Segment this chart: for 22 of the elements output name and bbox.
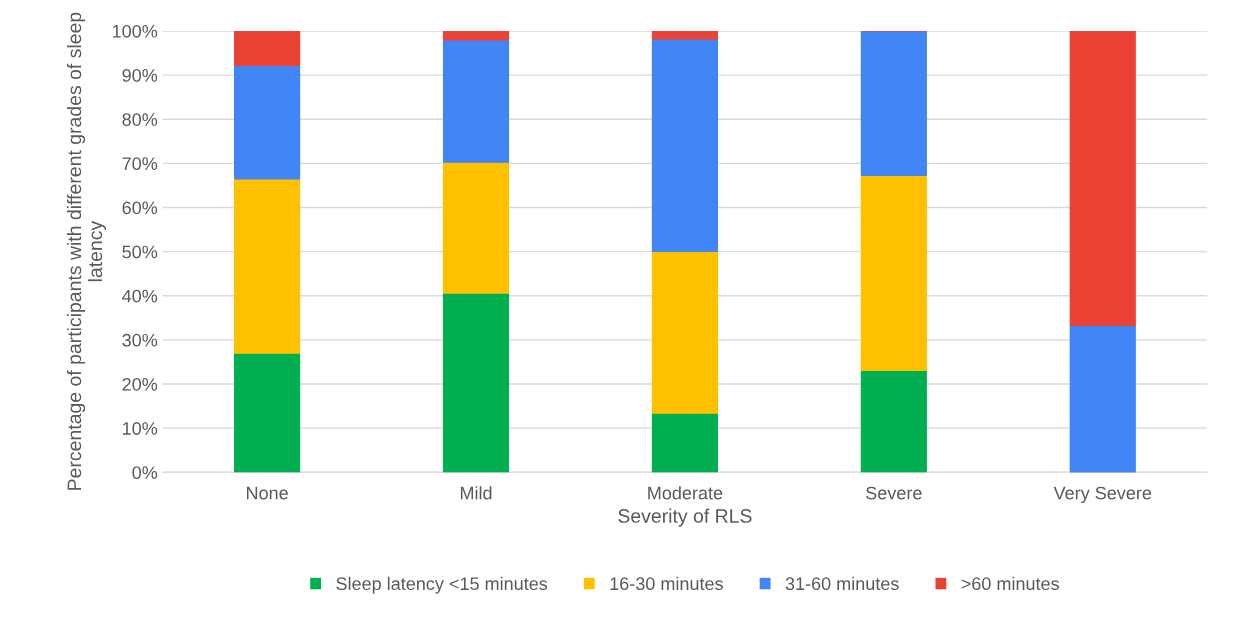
- x-tick-label: Severe: [866, 486, 922, 500]
- x-tick-label: Mild: [460, 486, 492, 500]
- y-tick-label: 90%: [122, 69, 158, 82]
- y-tick-label: 70%: [122, 157, 158, 171]
- y-tick-label: 100%: [112, 24, 158, 38]
- x-tick-label: Very Severe: [1053, 486, 1152, 504]
- y-tick-label: 10%: [123, 422, 158, 435]
- legend-label: Sleep latency <15 minutes: [336, 576, 548, 594]
- legend-label: 16-30 minutes: [610, 576, 723, 591]
- y-tick-label: 50%: [122, 245, 158, 259]
- y-axis-title: Percentage of participants with different grades of sleep latency: [66, 12, 107, 490]
- y-tick-label: 20%: [122, 377, 158, 391]
- legend-label: >60 minutes: [961, 576, 1059, 591]
- y-tick-label: 80%: [122, 113, 158, 126]
- y-tick-label: 0%: [132, 466, 158, 480]
- y-tick-label: 40%: [122, 289, 158, 303]
- y-tick-label: 30%: [122, 333, 158, 347]
- x-tick-label: None: [246, 486, 288, 500]
- legend-label: 31-60 minutes: [785, 576, 899, 591]
- x-tick-label: Moderate: [648, 486, 723, 500]
- x-axis-title: Severity of RLS: [618, 508, 752, 527]
- y-tick-label: 60%: [122, 201, 158, 215]
